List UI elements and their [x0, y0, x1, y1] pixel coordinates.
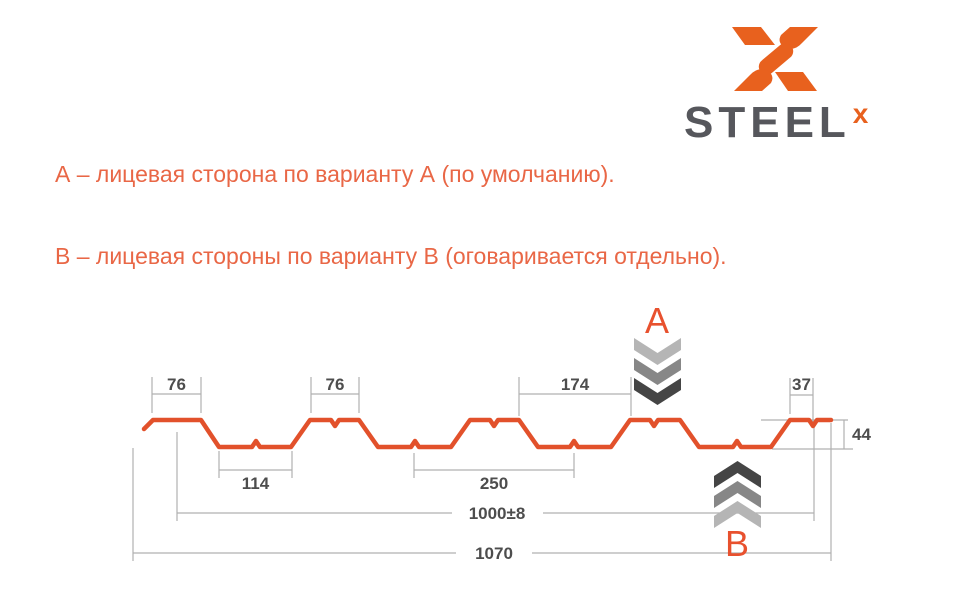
dim-label-crest-mid: 76	[326, 375, 345, 394]
chevron-down-icon	[634, 338, 681, 365]
variant-a-marker: А	[634, 300, 681, 405]
logo-wordmark: STEELx	[684, 98, 868, 148]
dim-label-profile-height: 44	[852, 425, 871, 444]
variant-b-letter: В	[725, 523, 749, 564]
dim-label-working-width: 1000±8	[469, 504, 526, 523]
logo-bottom-right-wedge	[775, 72, 817, 91]
dim-label-rib-pitch: 250	[480, 474, 508, 493]
logo-text: STEEL	[684, 98, 851, 147]
chevron-down-icon	[634, 378, 681, 405]
chevron-down-icon	[634, 358, 681, 385]
logo-top-right-arm	[779, 27, 818, 49]
logo-bottom-left-arm	[734, 69, 773, 91]
dim-label-crest-right: 37	[792, 375, 811, 394]
dim-label-valley-left: 114	[242, 474, 270, 493]
chevron-up-icon	[714, 461, 761, 488]
logo-top-left-wedge	[732, 27, 775, 45]
logo-superscript: x	[852, 98, 869, 129]
variant-a-note: А – лицевая сторона по варианту А (по ум…	[55, 161, 615, 187]
variant-b-note: В – лицевая стороны по варианту В (огова…	[55, 243, 727, 269]
dimension-lines	[132, 377, 853, 561]
sheet-profile-outline	[141, 417, 834, 450]
chevron-up-icon	[714, 481, 761, 508]
variant-a-letter: А	[645, 300, 669, 341]
profile-drawing: А В 76 76 174 37 114 250 1000±8 1070 44	[132, 300, 871, 564]
dim-label-crest-gap: 174	[561, 375, 590, 394]
dimension-labels: 76 76 174 37 114 250 1000±8 1070 44	[167, 375, 871, 563]
dim-label-crest-left: 76	[167, 375, 186, 394]
logo-middle-ribbon	[758, 43, 794, 75]
variant-b-marker: В	[714, 461, 761, 564]
dim-label-overall-width: 1070	[475, 544, 513, 563]
steelx-logo-icon	[732, 27, 818, 91]
chevron-up-icon	[714, 501, 761, 528]
